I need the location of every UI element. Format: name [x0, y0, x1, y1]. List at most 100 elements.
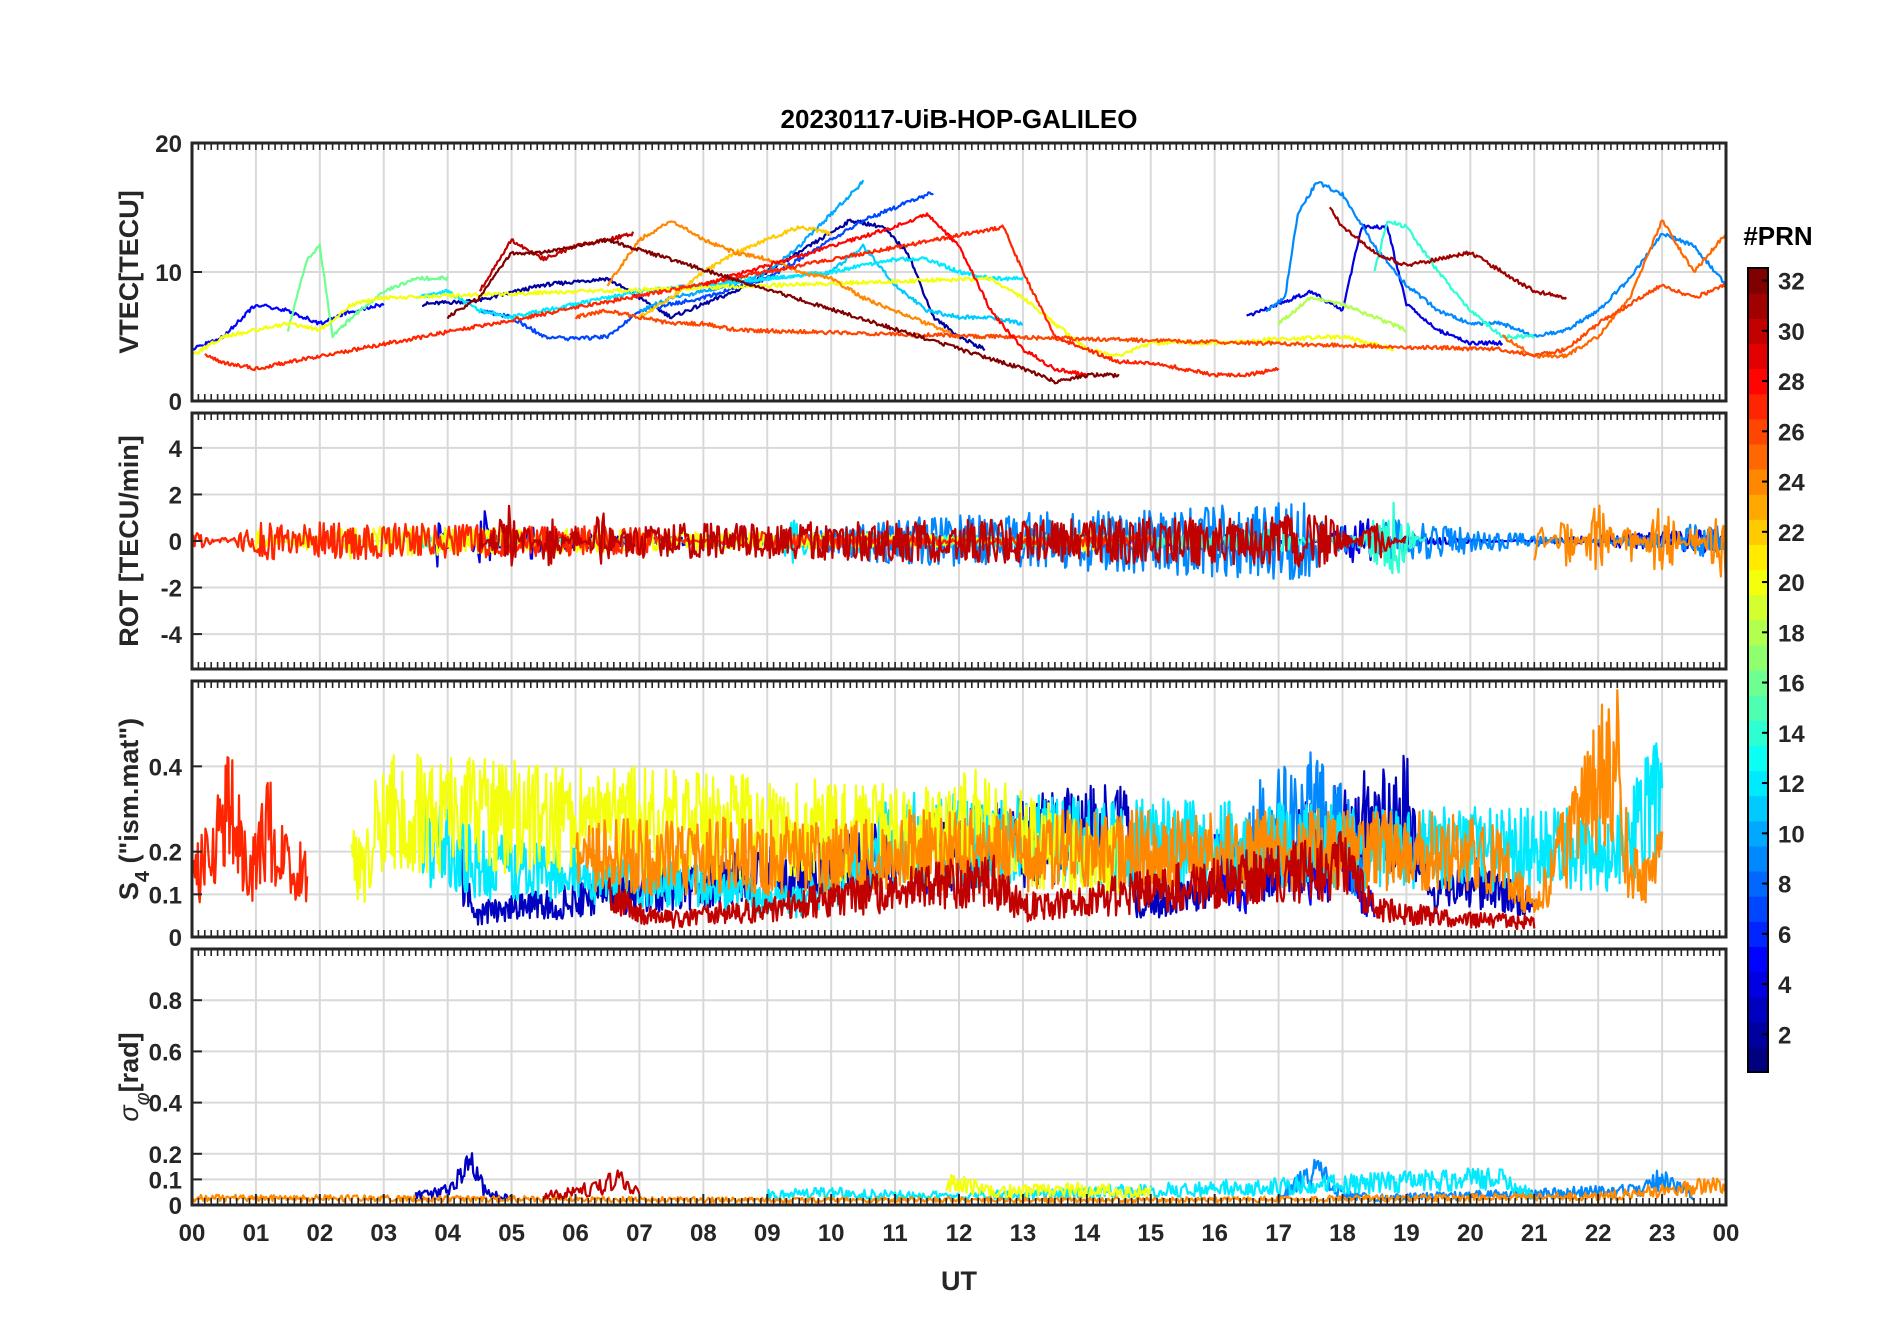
colorbar-segment: [1748, 368, 1768, 395]
colorbar-tick-label: 12: [1778, 771, 1805, 798]
s4-series: [192, 689, 1664, 931]
colorbar-tick-label: 16: [1778, 671, 1805, 698]
colorbar-tick-label: 10: [1778, 821, 1805, 848]
series-line-prn-24: [575, 689, 1664, 914]
x-tick-label: 17: [1265, 1220, 1292, 1247]
x-tick-label: 08: [690, 1220, 717, 1247]
series-line-prn-12: [766, 1167, 1536, 1202]
series-line-prn-28: [702, 212, 1088, 378]
series-line-prn-30: [478, 504, 1407, 568]
vtec-y-tick-label: 0: [169, 389, 182, 416]
vtec-y-axis-title: VTEC[TECU]: [114, 190, 144, 354]
vtec-y-tick-label: 20: [155, 131, 182, 158]
x-tick-label: 23: [1649, 1220, 1676, 1247]
series-line-prn-4: [1246, 223, 1504, 346]
colorbar-segment: [1748, 770, 1768, 797]
x-tick-label: 14: [1073, 1220, 1100, 1247]
colorbar-segment: [1748, 418, 1768, 445]
panel-vtec: 0 10 20 VTEC[TECU]: [114, 131, 1728, 416]
figure-title: 20230117-UiB-HOP-GALILEO: [781, 104, 1138, 134]
colorbar-segment: [1748, 695, 1768, 721]
panel-rot: -4 -2 0 2 4 ROT [TECU/min]: [114, 411, 1728, 671]
colorbar-segment: [1748, 845, 1768, 872]
vtec-y-tick-label: 10: [155, 260, 182, 287]
x-tick-label: 01: [243, 1220, 270, 1247]
x-tick-label: 11: [882, 1220, 907, 1247]
x-tick-label: 04: [434, 1220, 461, 1247]
vtec-series: [192, 179, 1726, 385]
rot-y-axis-title: ROT [TECU/min]: [114, 435, 144, 646]
series-line-prn-20: [945, 1174, 1152, 1199]
series-line-prn-31: [1328, 206, 1568, 300]
series-line-prn-27: [204, 224, 1280, 378]
x-tick-label: 19: [1393, 1220, 1420, 1247]
colorbar-segment: [1748, 494, 1768, 520]
x-axis: UT 00 01 02 03 04 05 06 07 08 09 10 11 12 13 14 15 16 17 1…: [179, 1194, 1740, 1296]
colorbar-segment: [1748, 469, 1768, 495]
colorbar-tick-label: 4: [1778, 972, 1792, 999]
series-line-prn-22: [638, 225, 832, 318]
x-tick-label: 16: [1201, 1220, 1228, 1247]
colorbar-tick-label: 20: [1778, 570, 1805, 597]
rot-y-tick-label: -2: [161, 576, 182, 603]
colorbar-segment: [1748, 795, 1768, 822]
sigma_phi-y-tick-label: 0: [169, 1193, 182, 1220]
x-tick-label: 12: [946, 1220, 973, 1247]
series-line-prn-26: [574, 283, 1726, 358]
colorbar-segment: [1748, 443, 1768, 470]
colorbar-tick-label: 30: [1778, 319, 1805, 346]
sigma_phi-y-tick-label: 0.2: [149, 1142, 182, 1169]
rot-y-tick-label: -4: [161, 622, 183, 649]
rot-y-tick-label: 0: [169, 529, 182, 556]
colorbar-segment: [1748, 670, 1768, 696]
panel-s4: 0 0.1 0.2 0.4S4 ("ism.mat"): [114, 679, 1728, 952]
colorbar-tick-label: 14: [1778, 721, 1805, 748]
series-line-prn-30: [607, 830, 1536, 931]
rot-series: [192, 501, 1726, 585]
series-line-prn-2: [421, 218, 986, 352]
colorbar-tick-label: 28: [1778, 369, 1805, 396]
s4-y-tick-label: 0.2: [149, 840, 182, 867]
colorbar-segment: [1748, 1021, 1768, 1048]
colorbar-segment: [1748, 393, 1768, 420]
series-line-prn-16: [286, 243, 449, 339]
x-tick-label: 21: [1521, 1220, 1548, 1247]
series-line-prn-14: [1373, 220, 1535, 340]
colorbar-title: #PRN: [1743, 221, 1812, 251]
colorbar-segment: [1748, 619, 1768, 646]
colorbar-frame: [1747, 267, 1769, 1073]
series-line-prn-27: [192, 756, 309, 904]
colorbar-segment: [1748, 644, 1768, 671]
colorbar-tick-label: 6: [1778, 922, 1791, 949]
colorbar-segment: [1748, 921, 1768, 947]
sigma_phi-y-tick-label: 0.6: [149, 1039, 182, 1066]
colorbar-tick-label: 2: [1778, 1022, 1791, 1049]
colorbar-segment: [1748, 544, 1768, 571]
colorbar-segment: [1748, 971, 1768, 998]
colorbar-tick-label: 18: [1778, 620, 1805, 647]
series-line-prn-32: [446, 238, 1120, 385]
colorbar-segment: [1748, 519, 1768, 545]
s4-y-tick-label: 0: [169, 925, 182, 952]
series-line-prn-20: [350, 753, 1127, 904]
colorbar-segment: [1748, 745, 1768, 772]
series-line-prn-3: [414, 1152, 513, 1201]
s4-y-tick-label: 0.1: [149, 882, 182, 909]
colorbar-tick-label: 8: [1778, 872, 1791, 899]
series-line-prn-7: [478, 191, 934, 342]
x-tick-label: 20: [1457, 1220, 1484, 1247]
colorbar-tick-label: 24: [1778, 470, 1805, 497]
colorbar-tick-label: 32: [1778, 269, 1805, 296]
x-tick-label: 00: [1713, 1220, 1740, 1247]
x-tick-label: 09: [754, 1220, 781, 1247]
series-line-prn-27: [192, 521, 1152, 561]
sigma_phi-y-axis-title: σφ[rad]: [114, 1032, 154, 1121]
colorbar-segment: [1748, 720, 1768, 746]
sigma_phi-y-tick-label: 0.8: [149, 988, 182, 1015]
sigma_phi-y-tick-label: 0.4: [149, 1091, 183, 1118]
series-line-prn-24: [606, 220, 960, 339]
x-tick-label: 05: [498, 1220, 525, 1247]
